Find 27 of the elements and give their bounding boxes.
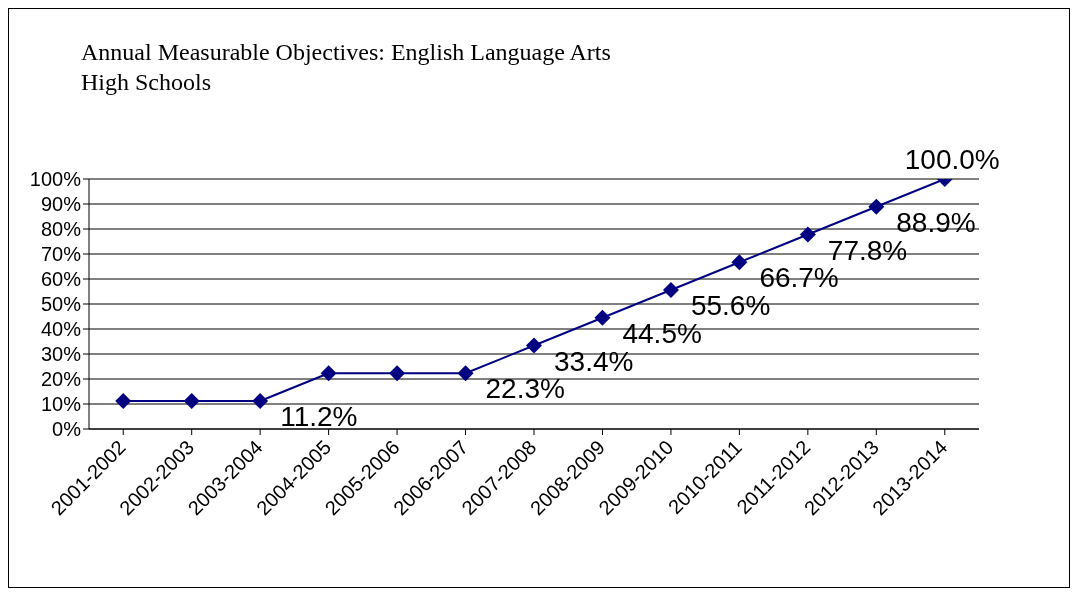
y-tick-label: 80% xyxy=(40,218,82,241)
y-tick-label: 90% xyxy=(40,193,82,216)
chart-title: Annual Measurable Objectives: English Language Arts xyxy=(81,38,611,67)
point xyxy=(389,365,406,382)
data-label: 100.0% xyxy=(904,144,1000,175)
point xyxy=(320,365,337,382)
point xyxy=(662,282,679,298)
y-tick-label: 0% xyxy=(52,418,82,441)
y-tick-label: 100% xyxy=(29,168,82,191)
y-tick-label: 50% xyxy=(40,293,82,316)
point xyxy=(594,309,611,326)
point xyxy=(526,337,542,354)
point xyxy=(868,198,885,215)
point xyxy=(731,254,748,271)
point xyxy=(457,365,474,382)
point xyxy=(799,226,816,243)
y-tick-label: 20% xyxy=(40,368,82,391)
y-tick-label: 10% xyxy=(40,393,82,416)
y-tick-label: 70% xyxy=(40,243,82,266)
point xyxy=(252,393,269,409)
y-tick-label: 60% xyxy=(40,268,82,291)
point xyxy=(183,393,200,409)
y-tick-label: 40% xyxy=(40,318,82,341)
chart-subtitle: High Schools xyxy=(81,68,212,97)
point xyxy=(115,393,132,409)
data-label: 11.2% xyxy=(280,401,358,432)
y-tick-label: 30% xyxy=(40,343,82,366)
